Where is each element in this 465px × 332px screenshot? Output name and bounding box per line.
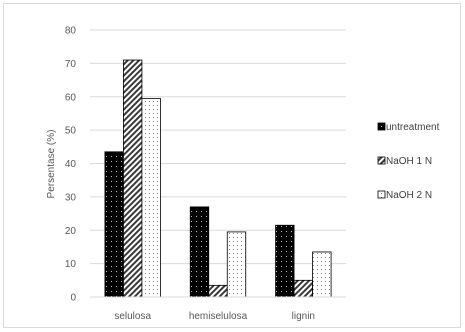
bars xyxy=(104,59,332,298)
y-tick-label: 40 xyxy=(65,159,77,170)
bar-naoh-1-n-selulosa xyxy=(123,59,143,298)
legend-swatch xyxy=(377,190,386,199)
y-tick-label: 30 xyxy=(65,192,77,203)
y-tick-label: 70 xyxy=(65,59,77,70)
y-tick-label: 0 xyxy=(70,293,76,304)
bar-naoh-1-n-lignin xyxy=(293,279,313,298)
bar-naoh-1-n-hemiselulosa xyxy=(208,284,228,298)
y-tick-label: 50 xyxy=(65,126,77,137)
y-tick-label: 20 xyxy=(65,226,77,237)
y-axis-label: Persentase (%) xyxy=(46,130,57,199)
y-tick-label: 80 xyxy=(65,26,77,37)
x-category-label: hemiselulosa xyxy=(189,311,248,322)
legend-swatch xyxy=(377,122,386,131)
legend-label: NaOH 1 N xyxy=(386,156,432,167)
x-category-label: selulosa xyxy=(114,311,151,322)
legend-label: NaOH 2 N xyxy=(386,190,432,201)
x-axis-categories: selulosa hemiselulosa lignin xyxy=(114,311,315,322)
legend-label: untreatment xyxy=(386,122,440,133)
x-category-label: lignin xyxy=(292,311,315,322)
bar-naoh-2-n-lignin xyxy=(312,251,332,298)
bar-naoh-2-n-hemiselulosa xyxy=(226,231,247,298)
legend-item: NaOH 1 N xyxy=(377,156,432,167)
y-tick-label: 60 xyxy=(65,92,77,103)
legend-swatch xyxy=(377,156,386,165)
bar-untreatment-lignin xyxy=(275,224,295,298)
legend-item: untreatment xyxy=(377,122,440,133)
bar-naoh-2-n-selulosa xyxy=(141,98,161,298)
legend: untreatment NaOH 1 N NaOH 2 N xyxy=(377,122,440,201)
y-tick-label: 10 xyxy=(65,259,77,270)
bar-untreatment-hemiselulosa xyxy=(189,206,210,298)
legend-item: NaOH 2 N xyxy=(377,190,432,201)
y-axis-ticks: 0 10 20 30 40 50 60 70 80 xyxy=(65,26,77,304)
bar-untreatment-selulosa xyxy=(104,151,124,298)
